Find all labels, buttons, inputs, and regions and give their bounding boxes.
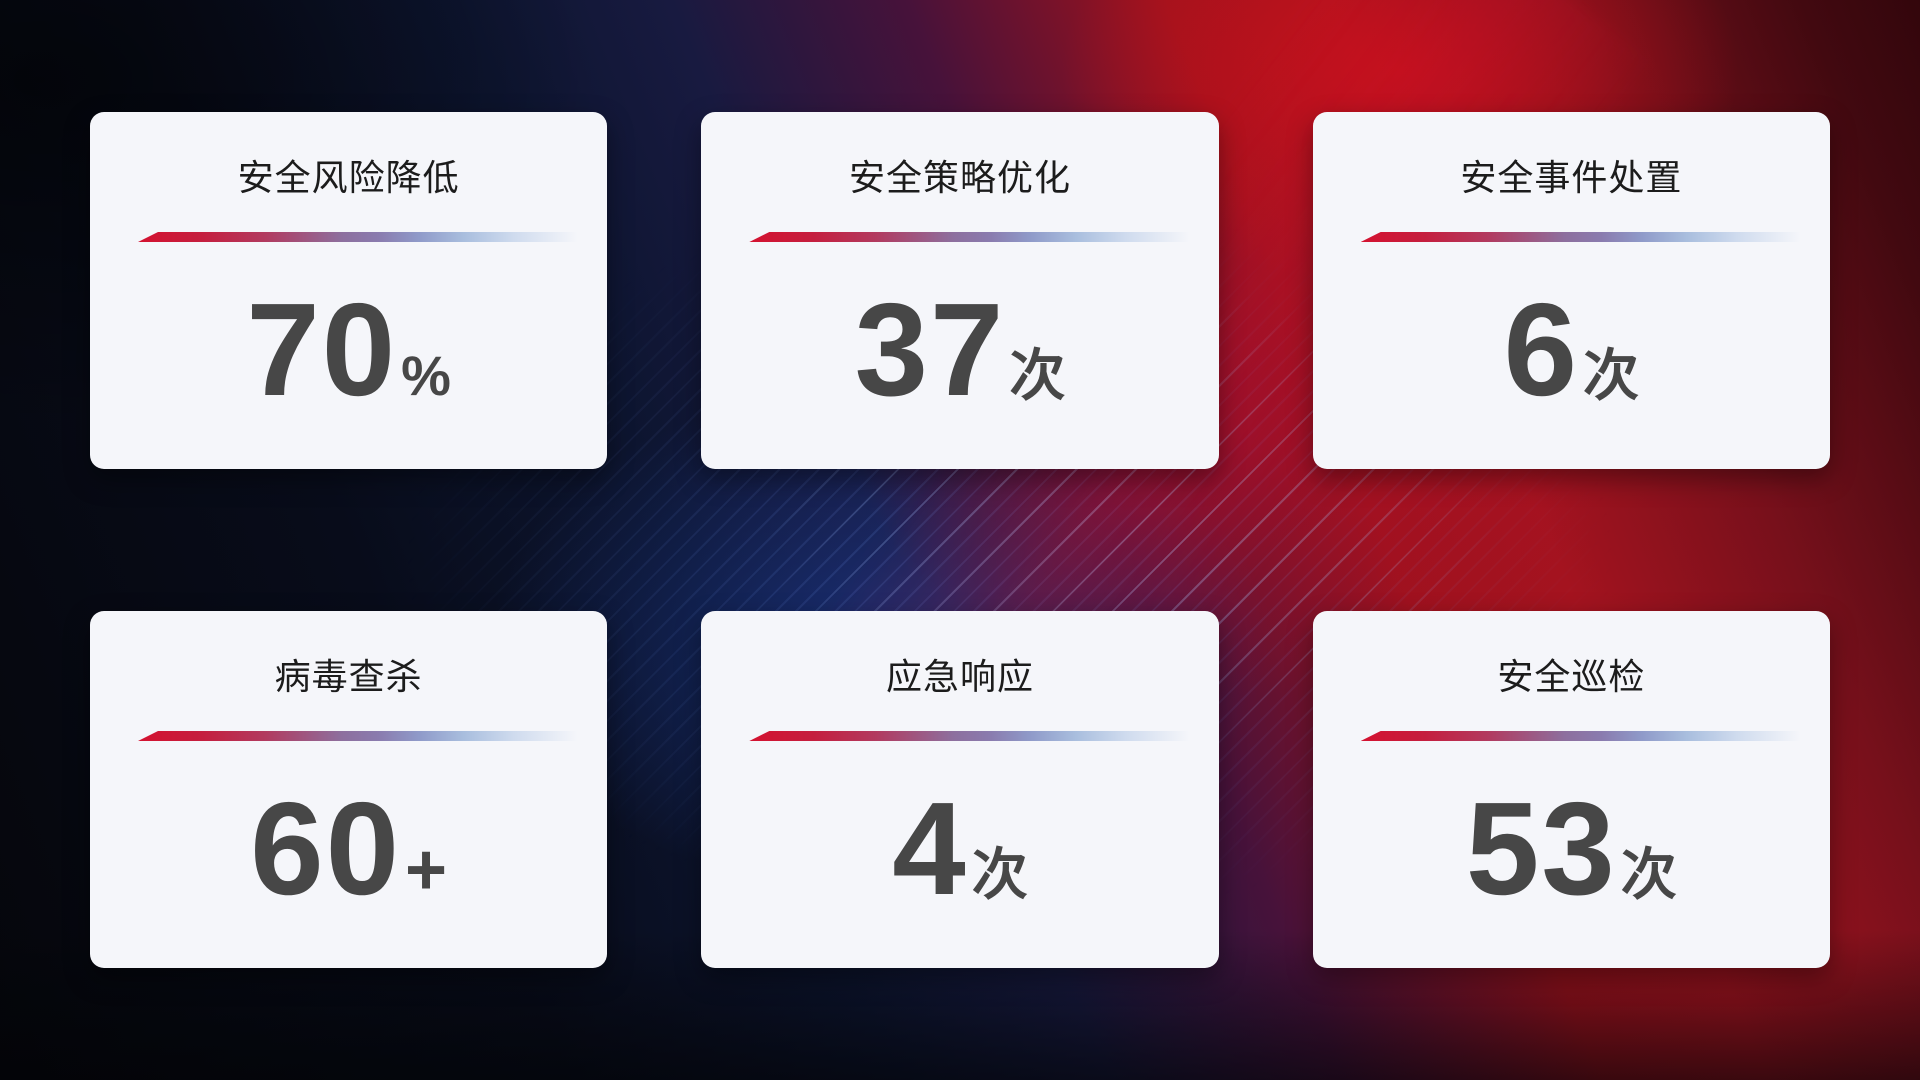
stat-card: 应急响应 4 次 <box>701 611 1219 968</box>
stat-value: 37 <box>854 275 1006 423</box>
stat-card-divider <box>1360 232 1814 242</box>
stat-metric: 6 次 <box>1503 275 1640 423</box>
stat-card-divider <box>138 232 592 242</box>
stat-card-body: 6 次 <box>1313 242 1830 469</box>
stat-card-body: 53 次 <box>1313 741 1830 968</box>
stat-metric: 60 + <box>250 774 448 922</box>
stat-card-title: 安全事件处置 <box>1460 157 1683 198</box>
stat-unit: + <box>405 829 448 910</box>
stat-card-body: 37 次 <box>701 242 1218 469</box>
stat-card: 病毒查杀 60 + <box>90 611 608 968</box>
stat-unit: % <box>401 343 451 407</box>
stat-card: 安全事件处置 6 次 <box>1312 112 1830 469</box>
stat-card-divider <box>749 731 1203 741</box>
stat-card-title: 病毒查杀 <box>274 656 423 697</box>
stat-unit: 次 <box>1620 842 1677 906</box>
stat-value: 6 <box>1503 275 1580 423</box>
stat-card-title: 安全风险降低 <box>237 157 460 198</box>
stat-card-body: 70 % <box>90 242 607 469</box>
stat-card-body: 4 次 <box>701 741 1218 968</box>
stat-value: 70 <box>246 275 398 423</box>
stat-card-divider <box>138 731 592 741</box>
stat-card-body: 60 + <box>90 741 607 968</box>
stat-unit: 次 <box>971 842 1028 906</box>
stat-card: 安全巡检 53 次 <box>1312 611 1830 968</box>
stat-metric: 4 次 <box>892 774 1028 922</box>
stat-metric: 37 次 <box>854 275 1066 423</box>
stat-value: 60 <box>250 774 402 922</box>
stat-card-title: 应急响应 <box>885 656 1034 697</box>
stat-card-divider <box>749 232 1203 242</box>
stat-card-divider <box>1360 731 1814 741</box>
stat-metric: 53 次 <box>1465 774 1677 922</box>
stat-card-title: 安全策略优化 <box>848 157 1071 198</box>
stat-value: 4 <box>892 774 968 922</box>
stat-value: 53 <box>1465 774 1617 922</box>
stat-metric: 70 % <box>246 275 451 423</box>
stat-unit: 次 <box>1583 343 1640 407</box>
stat-card-title: 安全巡检 <box>1497 656 1646 697</box>
stat-card: 安全策略优化 37 次 <box>701 112 1219 469</box>
stat-card: 安全风险降低 70 % <box>90 112 608 469</box>
stat-unit: 次 <box>1009 343 1066 407</box>
